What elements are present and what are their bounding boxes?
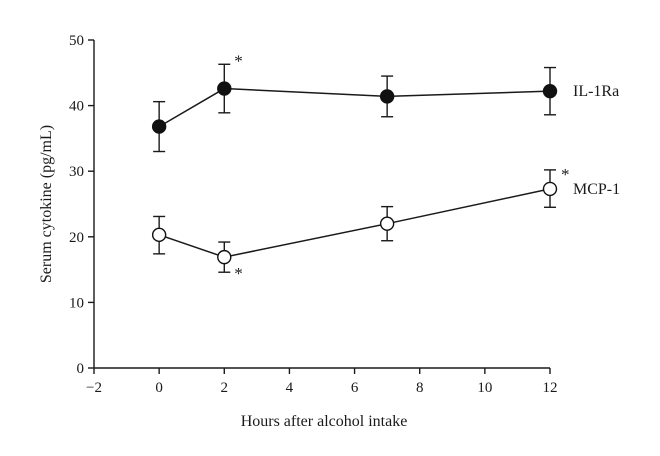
- x-tick-label: 2: [221, 380, 229, 396]
- series-line: [158, 87, 551, 128]
- data-point: [151, 119, 167, 134]
- y-tick-label: 20: [69, 230, 84, 246]
- series-line: [158, 188, 551, 258]
- series-il-1ra: *: [151, 51, 558, 153]
- x-tick-label: 12: [543, 380, 558, 396]
- y-tick-label: 30: [69, 164, 84, 180]
- y-axis-title: Serum cytokine (pg/mL): [38, 125, 55, 283]
- significance-marker: *: [234, 264, 243, 283]
- series-layer: ***: [151, 51, 570, 283]
- x-tick-label: 6: [351, 380, 359, 396]
- data-point: [379, 89, 395, 104]
- series-label: IL-1Ra: [573, 83, 619, 100]
- x-tick-label: 4: [286, 380, 294, 396]
- data-point: [151, 227, 167, 243]
- x-tick-label: 8: [416, 380, 424, 396]
- data-point: [379, 216, 395, 231]
- data-point: [542, 83, 558, 99]
- x-tick-label: −2: [86, 380, 102, 396]
- y-tick-label: 0: [77, 361, 85, 377]
- data-point: [217, 249, 232, 265]
- labels-layer: Hours after alcohol intake Serum cytokine…: [38, 83, 620, 430]
- y-tick-label: 40: [69, 99, 84, 115]
- y-tick-label: 10: [69, 295, 84, 311]
- series-label: MCP-1: [573, 181, 620, 198]
- data-point: [217, 81, 232, 96]
- significance-marker: *: [561, 165, 570, 184]
- y-tick-label: 50: [69, 33, 84, 49]
- x-tick-label: 10: [477, 380, 492, 396]
- data-point: [542, 181, 558, 197]
- series-mcp-1: **: [151, 165, 570, 283]
- x-axis-title: Hours after alcohol intake: [241, 413, 408, 430]
- significance-marker: *: [234, 51, 243, 70]
- x-tick-label: 0: [155, 380, 163, 396]
